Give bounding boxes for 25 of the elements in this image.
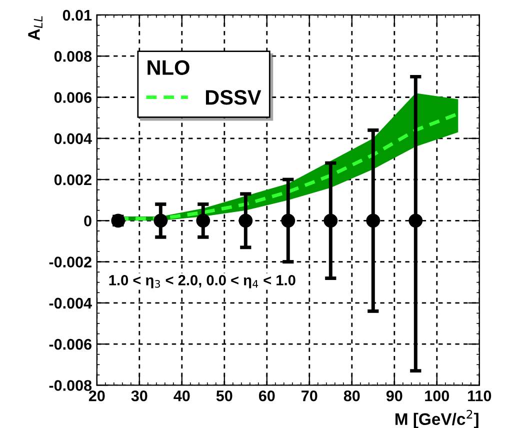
x-tick-label: 100 [425,390,450,402]
y-tick-label: -0.004 [49,298,92,309]
y-tick-label: 0.002 [54,174,92,186]
x-tick-label: 110 [468,390,492,402]
x-tick-label: 50 [216,390,232,402]
x-tick-label: 20 [88,390,105,402]
x-tick-label: 70 [302,390,318,402]
y-tick-label: -0.002 [49,256,92,268]
y-tick-label: 0.006 [54,92,92,103]
y-tick-label: 0.008 [54,50,92,62]
x-axis-title: M [GeV/c$^{2}$] [396,410,478,428]
y-tick-label: 0.004 [54,133,92,144]
legend-title: NLO [148,60,190,75]
y-axis-title: A$_{LL}$ [28,16,42,40]
annotation: 1.0 < η$_{3}$ < 2.0, 0.0 < η$_{4}$ < 1.0 [109,275,296,288]
x-tick-label: 60 [258,390,275,402]
x-tick-label: 80 [344,390,360,402]
y-tick-label: -0.006 [49,338,92,350]
x-tick-label: 30 [131,390,148,402]
x-tick-label: 90 [386,390,402,402]
legend-label: DSSV [206,90,262,105]
y-tick-label: -0.008 [49,380,92,391]
y-tick-label: 0.01 [62,10,92,21]
y-tick-label: 0 [84,216,92,226]
x-tick-label: 40 [174,390,190,402]
